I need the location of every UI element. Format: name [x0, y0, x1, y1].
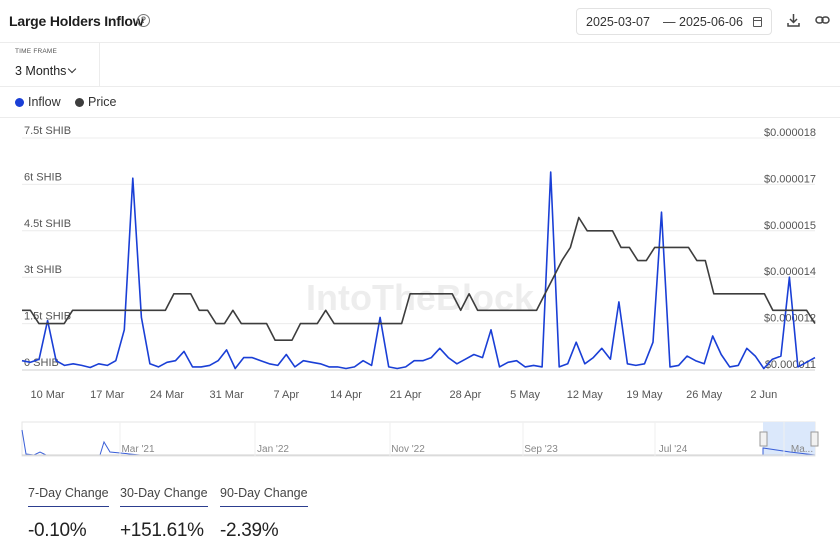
time-frame-selector[interactable]: TIME FRAME 3 Months — [0, 43, 100, 86]
x-tick-label: 12 May — [567, 389, 604, 401]
change-30-day-label: 30-Day Change — [120, 486, 208, 507]
legend-item-price[interactable]: Price — [75, 95, 116, 109]
x-tick-label: 14 Apr — [330, 389, 362, 401]
x-tick-label: 19 May — [626, 389, 663, 401]
y-tick-label-right: $0.000011 — [765, 359, 816, 371]
y-tick-label-right: $0.000014 — [764, 266, 816, 278]
change-7-day-value: -0.10% — [28, 520, 87, 541]
x-tick-label: 26 May — [686, 389, 723, 401]
x-tick-label: 31 Mar — [210, 389, 245, 401]
chevron-down-icon[interactable] — [67, 64, 77, 74]
legend-dot-inflow — [15, 97, 24, 107]
y-tick-label-right: $0.000012 — [764, 313, 816, 325]
y-tick-label-left: 3t SHIB — [24, 264, 62, 276]
calendar-icon[interactable] — [753, 17, 762, 27]
date-to[interactable]: 2025-06-06 — [679, 15, 743, 29]
legend: Inflow Price — [0, 86, 840, 118]
navigator-label: Mar '21 — [121, 444, 154, 455]
x-tick-label: 28 Apr — [449, 389, 481, 401]
x-tick-label: 2 Jun — [750, 389, 777, 401]
date-range-picker[interactable]: 2025-03-07 — 2025-06-06 — [576, 8, 772, 35]
navigator-label: Jul '24 — [659, 444, 688, 455]
legend-dot-price — [75, 97, 84, 107]
y-tick-label-right: $0.000015 — [764, 220, 816, 232]
navigator-handle-left[interactable] — [759, 431, 768, 447]
y-tick-label-left: 4.5t SHIB — [24, 218, 71, 230]
legend-label-price: Price — [88, 95, 117, 109]
navigator-frame — [21, 421, 816, 457]
series-line-price — [22, 216, 816, 341]
y-tick-label-right: $0.000017 — [764, 173, 816, 185]
watermark-text: IntoTheBlock — [306, 277, 535, 318]
navigator-label: Nov '22 — [391, 444, 425, 455]
date-from[interactable]: 2025-03-07 — [586, 15, 650, 29]
change-90-day[interactable]: 90-Day Change -2.39% — [220, 484, 308, 544]
y-tick-label-right: $0.000018 — [764, 127, 816, 139]
change-7-day-label: 7-Day Change — [28, 486, 109, 507]
x-tick-label: 7 Apr — [273, 389, 299, 401]
legend-label-inflow: Inflow — [28, 95, 61, 109]
x-tick-label: 17 Mar — [90, 389, 125, 401]
x-tick-label: 24 Mar — [150, 389, 185, 401]
y-tick-label-left: 6t SHIB — [24, 171, 62, 183]
help-icon[interactable]: ? — [137, 14, 150, 27]
change-7-day[interactable]: 7-Day Change -0.10% — [28, 484, 109, 544]
y-tick-label-left: 7.5t SHIB — [24, 125, 71, 137]
x-tick-label: 5 May — [510, 389, 540, 401]
navigator-label: Jan '22 — [257, 444, 289, 455]
legend-item-inflow[interactable]: Inflow — [15, 95, 61, 109]
x-tick-label: 21 Apr — [390, 389, 422, 401]
link-icon[interactable] — [815, 13, 830, 27]
change-90-day-value: -2.39% — [220, 520, 279, 541]
series-line-inflow — [21, 171, 816, 370]
time-frame-label: TIME FRAME — [15, 48, 58, 55]
navigator-selection — [763, 422, 815, 456]
chart-title: Large Holders Inflow — [9, 13, 144, 29]
x-tick-label: 10 Mar — [30, 389, 65, 401]
y-tick-label-left: 0 SHIB — [24, 357, 59, 369]
chart-header: Large Holders Inflow ? 2025-03-07 — 2025… — [0, 0, 840, 43]
time-frame-value[interactable]: 3 Months — [15, 64, 67, 78]
date-separator: — — [663, 15, 676, 29]
change-90-day-label: 90-Day Change — [220, 486, 308, 507]
change-30-day[interactable]: 30-Day Change +151.61% — [120, 484, 208, 544]
navigator-label: Ma... — [791, 444, 813, 455]
change-30-day-value: +151.61% — [120, 520, 204, 541]
download-icon[interactable] — [787, 13, 800, 27]
navigator-label: Sep '23 — [524, 444, 558, 455]
navigator-handle-right[interactable] — [810, 431, 819, 447]
